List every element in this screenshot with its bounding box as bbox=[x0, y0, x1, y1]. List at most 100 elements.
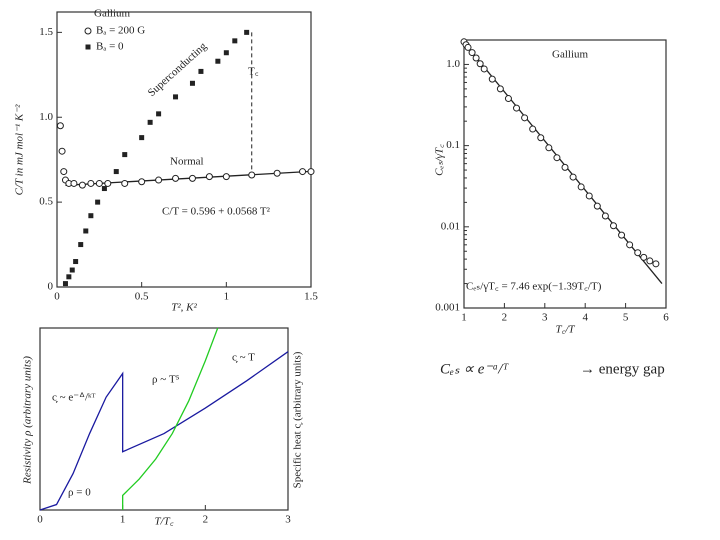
y-tick-label: 0.01 bbox=[441, 220, 460, 232]
series-line bbox=[39, 351, 289, 511]
point bbox=[601, 212, 609, 220]
plot-frame bbox=[39, 327, 289, 511]
x-tick-label: 5 bbox=[623, 312, 629, 324]
point bbox=[593, 202, 601, 210]
point bbox=[521, 114, 529, 122]
point bbox=[273, 169, 281, 177]
y2-axis-label: Specific heat c᷊ (arbitrary units) bbox=[292, 351, 304, 488]
y-tick-label: 0 bbox=[48, 281, 54, 293]
y-axis-label: Cₑₛ/γT꜀ bbox=[434, 144, 446, 176]
x-tick-label: 0 bbox=[54, 291, 60, 303]
point bbox=[147, 119, 153, 125]
legend-label: Bₐ = 200 G bbox=[96, 25, 145, 37]
y-axis-label: Resistivity ρ (arbitrary units) bbox=[22, 356, 34, 485]
point bbox=[101, 186, 107, 192]
point bbox=[634, 249, 642, 257]
point bbox=[496, 85, 504, 93]
point bbox=[561, 163, 569, 171]
point bbox=[205, 173, 213, 181]
point bbox=[87, 179, 95, 187]
legend-label: Bₐ = 0 bbox=[96, 41, 124, 53]
annotation: c᷊ ~ e⁻ᐞ/ᵏᵀ bbox=[52, 392, 96, 404]
point bbox=[122, 152, 128, 158]
plot-frame bbox=[463, 39, 667, 309]
point bbox=[62, 281, 68, 287]
point bbox=[652, 260, 660, 268]
point bbox=[545, 144, 553, 152]
point bbox=[244, 29, 250, 35]
legend-marker bbox=[85, 44, 91, 50]
point bbox=[121, 179, 129, 187]
annotation: T꜀ bbox=[248, 66, 259, 78]
x-tick-label: 1 bbox=[461, 312, 467, 324]
point bbox=[569, 173, 577, 181]
point bbox=[138, 178, 146, 186]
point bbox=[618, 231, 626, 239]
point bbox=[156, 111, 162, 117]
point bbox=[553, 154, 561, 162]
point bbox=[646, 257, 654, 265]
x-tick-label: 4 bbox=[582, 312, 588, 324]
point bbox=[188, 174, 196, 182]
y-tick-label: 1.0 bbox=[446, 58, 460, 70]
point bbox=[95, 179, 103, 187]
point bbox=[640, 253, 648, 261]
x-tick-label: 2 bbox=[502, 312, 508, 324]
point bbox=[504, 95, 512, 103]
x-tick-label: 1 bbox=[224, 291, 230, 303]
legend-title: Gallium bbox=[94, 8, 130, 20]
point bbox=[585, 192, 593, 200]
y-tick-label: 0.001 bbox=[435, 302, 460, 314]
x-tick-label: 6 bbox=[663, 312, 669, 324]
point bbox=[464, 43, 472, 51]
point bbox=[609, 222, 617, 230]
x-tick-label: 3 bbox=[542, 312, 548, 324]
plot-frame bbox=[56, 11, 312, 288]
point bbox=[529, 125, 537, 133]
x-tick-label: 3 bbox=[285, 514, 291, 526]
point bbox=[88, 213, 94, 219]
point bbox=[248, 171, 256, 179]
annotation: Cₑₛ/γT꜀ = 7.46 exp(−1.39T꜀/T) bbox=[466, 281, 602, 293]
point bbox=[472, 54, 480, 62]
y-tick-label: 1.5 bbox=[39, 26, 53, 38]
x-tick-label: 0 bbox=[37, 514, 43, 526]
point bbox=[537, 134, 545, 142]
series-line bbox=[122, 327, 219, 510]
annotation: C/T = 0.596 + 0.0568 T² bbox=[162, 206, 271, 218]
point bbox=[189, 80, 195, 86]
x-tick-label: 2 bbox=[203, 514, 209, 526]
point bbox=[198, 68, 204, 74]
point bbox=[73, 259, 79, 265]
x-axis-label: T², K² bbox=[171, 302, 197, 314]
point bbox=[104, 179, 112, 187]
point bbox=[60, 168, 68, 176]
x-tick-label: 1.5 bbox=[304, 291, 318, 303]
y-tick-label: 0.1 bbox=[446, 139, 460, 151]
point bbox=[69, 267, 75, 273]
x-tick-label: 0.5 bbox=[135, 291, 149, 303]
point bbox=[78, 181, 86, 189]
energy-gap-caption: → energy gap bbox=[580, 361, 665, 377]
point bbox=[307, 168, 315, 176]
point bbox=[66, 274, 72, 280]
legend-marker bbox=[84, 27, 92, 35]
annotation: c᷊ ~ T bbox=[232, 352, 255, 364]
point bbox=[155, 176, 163, 184]
annotation: ρ ~ T⁵ bbox=[152, 374, 180, 386]
point bbox=[173, 94, 179, 100]
point bbox=[56, 122, 64, 130]
point bbox=[70, 179, 78, 187]
point bbox=[468, 49, 476, 57]
point bbox=[172, 174, 180, 182]
point bbox=[476, 60, 484, 68]
annotation: ρ = 0 bbox=[68, 487, 91, 499]
point bbox=[577, 183, 585, 191]
formula-caption: Cₑₛ ∝ e⁻ᵃ/ᵀ bbox=[440, 361, 509, 377]
point bbox=[95, 199, 101, 205]
point bbox=[215, 58, 221, 64]
point bbox=[626, 241, 634, 249]
point bbox=[232, 38, 238, 44]
point bbox=[139, 135, 145, 141]
